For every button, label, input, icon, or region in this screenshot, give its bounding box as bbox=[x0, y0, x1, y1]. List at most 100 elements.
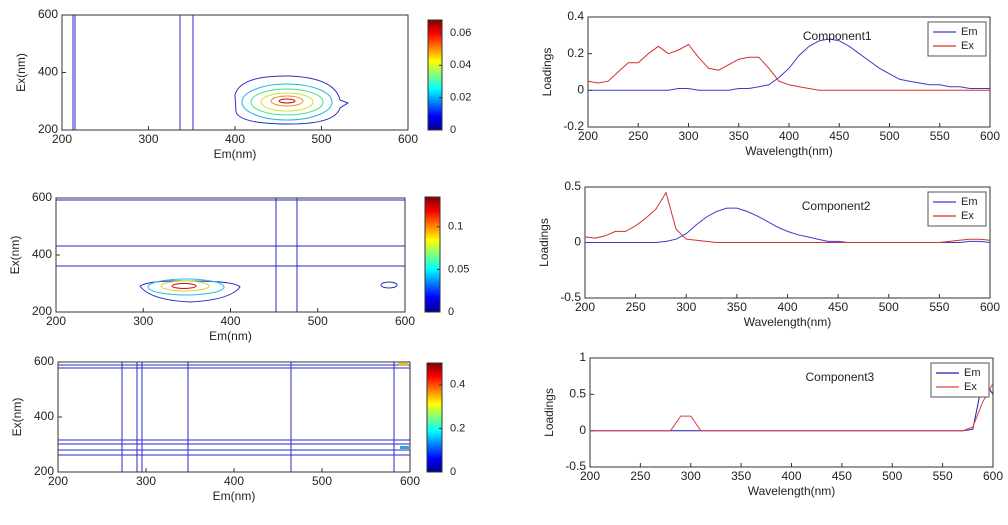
chart-panel: 200 250 300 350 400 450 500 550 600 -0.5 0 0.5 Wavel… bbox=[537, 179, 1000, 329]
x-tick-label: 500 bbox=[311, 132, 331, 146]
x-tick-label: 400 bbox=[224, 474, 244, 488]
x-tick-label: 400 bbox=[779, 129, 799, 143]
y-tick-label: 200 bbox=[32, 304, 52, 318]
y-tick-label: 200 bbox=[34, 464, 54, 478]
x-tick-label: 200 bbox=[52, 132, 72, 146]
x-tick-label: 400 bbox=[781, 469, 801, 483]
y-tick-label: -0.5 bbox=[565, 459, 586, 473]
colorbar-tick-label: 0.04 bbox=[450, 59, 471, 71]
series-line bbox=[590, 383, 994, 432]
legend-label: Ex bbox=[964, 381, 977, 393]
colorbar bbox=[427, 19, 443, 131]
x-tick-label: 500 bbox=[308, 314, 328, 328]
contour-shapes bbox=[72, 15, 350, 130]
colorbar-tick-label: 0.05 bbox=[448, 263, 469, 275]
x-tick-label: 500 bbox=[879, 129, 899, 143]
chart-panel: 200 300 400 500 600 200 400 600 Em(nm) Ex(nm) 0 0.0… bbox=[14, 7, 471, 161]
y-axis-label: Ex(nm) bbox=[10, 398, 24, 437]
y-tick-label: 400 bbox=[38, 65, 58, 79]
x-axis-label: Em(nm) bbox=[213, 489, 256, 503]
x-tick-label: 200 bbox=[575, 300, 595, 314]
x-tick-label: 600 bbox=[398, 132, 418, 146]
legend-box bbox=[927, 191, 987, 227]
x-tick-label: 200 bbox=[46, 314, 66, 328]
colorbar bbox=[426, 362, 443, 473]
colorbar-tick-label: 0 bbox=[450, 466, 456, 478]
x-tick-label: 250 bbox=[630, 469, 650, 483]
colorbar-tick-label: 0.2 bbox=[450, 422, 465, 434]
x-tick-label: 350 bbox=[731, 469, 751, 483]
x-tick-label: 600 bbox=[980, 300, 1000, 314]
chart-panel: 200 300 400 500 600 200 400 600 Em(nm) Ex(nm) 0 0.0… bbox=[8, 190, 469, 343]
x-tick-label: 450 bbox=[829, 129, 849, 143]
x-tick-label: 400 bbox=[777, 300, 797, 314]
x-tick-label: 500 bbox=[882, 469, 902, 483]
y-tick-label: 400 bbox=[32, 247, 52, 261]
chart-panel: 200 300 400 500 600 200 400 600 Em(nm) Ex(nm) 0 0.2… bbox=[10, 354, 465, 503]
x-tick-label: 200 bbox=[580, 469, 600, 483]
x-tick-label: 400 bbox=[220, 314, 240, 328]
colorbar-tick-label: 0.4 bbox=[450, 379, 465, 391]
x-tick-label: 300 bbox=[138, 132, 158, 146]
x-tick-label: 400 bbox=[225, 132, 245, 146]
legend-label: Em bbox=[964, 367, 981, 379]
legend-label: Em bbox=[961, 26, 978, 38]
x-tick-label: 550 bbox=[930, 129, 950, 143]
x-tick-label: 600 bbox=[983, 469, 1003, 483]
series-line bbox=[588, 38, 990, 91]
x-axis-label: Em(nm) bbox=[214, 147, 257, 161]
x-tick-label: 450 bbox=[832, 469, 852, 483]
y-tick-label: 0.5 bbox=[564, 179, 581, 193]
colorbar bbox=[424, 196, 441, 313]
series-line bbox=[584, 191, 991, 243]
x-tick-label: 300 bbox=[133, 314, 153, 328]
legend-label: Ex bbox=[961, 210, 974, 222]
x-tick-label: 250 bbox=[626, 300, 646, 314]
x-axis-label: Em(nm) bbox=[209, 329, 252, 343]
y-axis-label: Loadings bbox=[540, 48, 554, 97]
y-axis-label: Ex(nm) bbox=[8, 236, 22, 275]
y-tick-label: 0 bbox=[574, 235, 581, 249]
x-tick-label: 200 bbox=[578, 129, 598, 143]
contour-shapes bbox=[58, 362, 410, 472]
x-tick-label: 200 bbox=[48, 474, 68, 488]
y-axis-label: Ex(nm) bbox=[14, 53, 28, 92]
legend-box bbox=[930, 362, 990, 398]
series-line bbox=[587, 43, 990, 91]
x-axis-label: Wavelength(nm) bbox=[745, 144, 833, 158]
y-tick-label: 0.2 bbox=[567, 46, 584, 60]
chart-panel: 200 250 300 350 400 450 500 550 600 -0.5 0 0.5 1 Wave… bbox=[542, 350, 1003, 498]
y-tick-label: 0.4 bbox=[567, 9, 584, 23]
x-axis-label: Wavelength(nm) bbox=[748, 484, 836, 498]
x-tick-label: 450 bbox=[828, 300, 848, 314]
y-tick-label: 400 bbox=[34, 409, 54, 423]
annotation: Component3 bbox=[806, 370, 875, 384]
y-axis-label: Loadings bbox=[542, 388, 556, 437]
x-tick-label: 600 bbox=[400, 474, 420, 488]
y-tick-label: 200 bbox=[38, 122, 58, 136]
colorbar-tick-label: 0 bbox=[450, 124, 456, 136]
colorbar-tick-label: 0.06 bbox=[450, 27, 471, 39]
annotation: Component2 bbox=[802, 199, 871, 213]
y-tick-label: 600 bbox=[32, 190, 52, 204]
x-tick-label: 500 bbox=[312, 474, 332, 488]
x-tick-label: 600 bbox=[980, 129, 1000, 143]
x-tick-label: 350 bbox=[727, 300, 747, 314]
colorbar-tick-label: 0 bbox=[448, 306, 454, 318]
x-axis-label: Wavelength(nm) bbox=[744, 315, 832, 329]
colorbar-tick-label: 0.02 bbox=[450, 92, 471, 104]
y-tick-label: 600 bbox=[38, 7, 58, 21]
y-axis-label: Loadings bbox=[537, 218, 551, 267]
annotation: Component1 bbox=[803, 29, 872, 43]
x-tick-label: 550 bbox=[933, 469, 953, 483]
y-tick-label: 0.5 bbox=[569, 387, 586, 401]
contour-shapes bbox=[56, 198, 405, 312]
y-tick-label: -0.2 bbox=[563, 119, 584, 133]
legend-box bbox=[927, 21, 987, 57]
x-tick-label: 600 bbox=[395, 314, 415, 328]
x-tick-label: 550 bbox=[929, 300, 949, 314]
x-tick-label: 250 bbox=[628, 129, 648, 143]
y-tick-label: -0.5 bbox=[560, 290, 581, 304]
chart-panel: 200 250 300 350 400 450 500 550 600 -0.2 0 0.2 0.4 Wa… bbox=[540, 9, 1000, 158]
